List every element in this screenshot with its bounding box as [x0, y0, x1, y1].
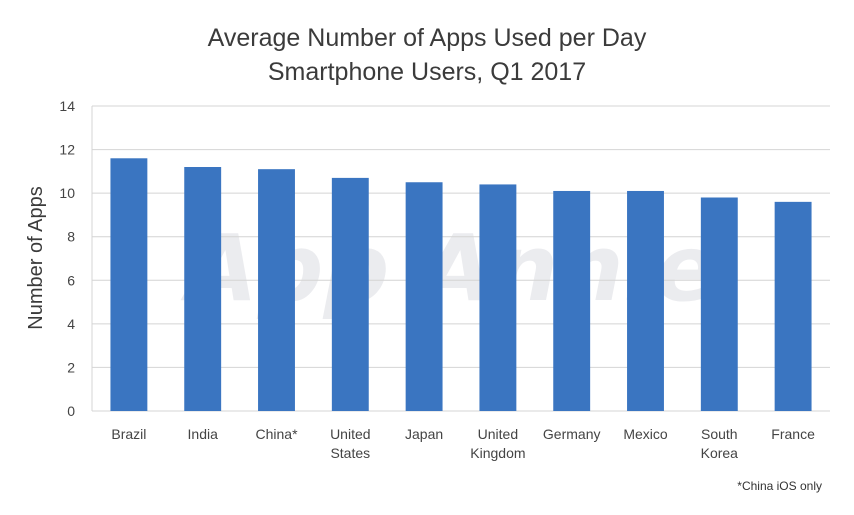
- y-tick-label: 10: [59, 185, 75, 201]
- y-tick-label: 12: [59, 142, 75, 158]
- y-tick-label: 8: [67, 229, 75, 245]
- bar: [553, 190, 591, 411]
- x-tick-label: United: [478, 426, 518, 442]
- x-tick-label: France: [771, 426, 815, 442]
- y-tick-label: 6: [67, 272, 75, 288]
- bar: [258, 169, 295, 411]
- bars: [110, 158, 812, 411]
- x-tick-labels: Brazil India China* United States Japan United…: [111, 426, 815, 461]
- bar: [110, 158, 148, 411]
- bar: [331, 177, 369, 411]
- x-tick-label: South: [701, 426, 738, 442]
- x-tick-label: Korea: [701, 445, 739, 461]
- x-tick-label: Kingdom: [470, 445, 525, 461]
- x-tick-label: Brazil: [111, 426, 146, 442]
- x-tick-label: Japan: [405, 426, 443, 442]
- bar: [479, 184, 517, 411]
- chart-title: Average Number of Apps Used per Day: [208, 24, 647, 52]
- y-tick-labels: 0 2 4 6 8 10 12 14: [59, 98, 75, 419]
- footnote: *China iOS only: [737, 479, 822, 493]
- bar: [774, 201, 812, 411]
- x-tick-label: India: [188, 426, 219, 442]
- y-tick-label: 4: [67, 316, 75, 332]
- bar: [700, 197, 738, 411]
- x-tick-label: China*: [255, 426, 298, 442]
- bar: [627, 190, 664, 411]
- y-tick-label: 2: [67, 359, 75, 375]
- y-tick-label: 14: [59, 98, 75, 114]
- y-axis-label: Number of Apps: [25, 186, 47, 329]
- chart-subtitle: Smartphone Users, Q1 2017: [268, 58, 586, 86]
- x-tick-label: States: [330, 445, 370, 461]
- bar: [184, 167, 222, 411]
- x-tick-label: Mexico: [623, 426, 668, 442]
- x-tick-label: United: [330, 426, 370, 442]
- x-tick-label: Germany: [543, 426, 601, 442]
- bar: [405, 182, 443, 411]
- y-tick-label: 0: [67, 403, 75, 419]
